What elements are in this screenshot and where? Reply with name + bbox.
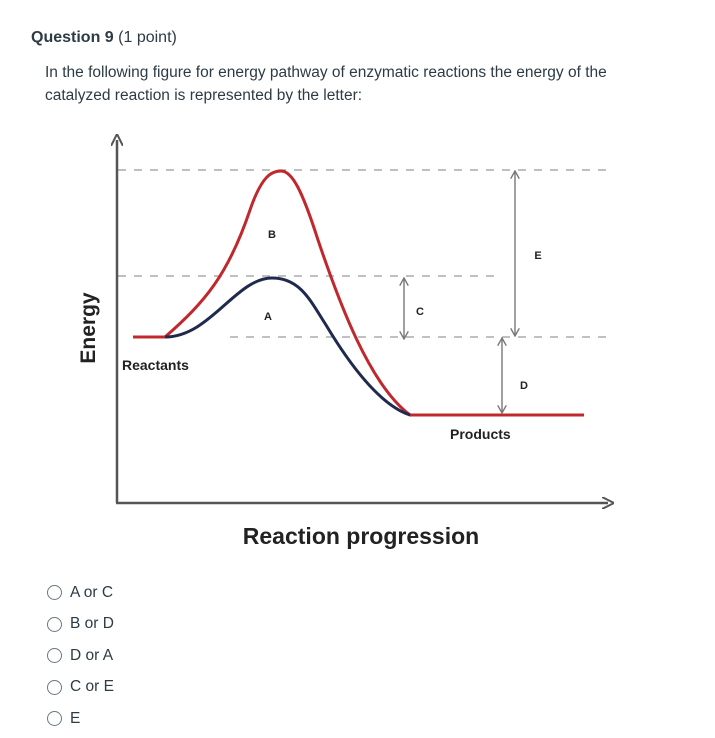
x-axis-label: Reaction progression bbox=[243, 523, 479, 549]
option-label: E bbox=[70, 709, 81, 727]
radio-button[interactable] bbox=[47, 616, 62, 632]
option-label: D or A bbox=[70, 646, 114, 664]
uncatalyzed-curve bbox=[133, 169, 584, 417]
letter-e: E bbox=[534, 250, 541, 262]
y-axis-label: Energy bbox=[77, 292, 100, 364]
option-e[interactable]: E bbox=[47, 703, 114, 735]
question-title: Question 9 bbox=[31, 29, 114, 46]
letter-c: C bbox=[416, 306, 424, 318]
option-a-or-c[interactable]: A or C bbox=[47, 577, 114, 609]
option-label: C or E bbox=[70, 678, 114, 696]
radio-button[interactable] bbox=[47, 585, 62, 601]
question-header: Question 9 (1 point) bbox=[31, 29, 177, 47]
radio-button[interactable] bbox=[47, 648, 62, 664]
catalyzed-curve bbox=[164, 276, 411, 417]
option-label: B or D bbox=[70, 615, 114, 633]
option-c-or-e[interactable]: C or E bbox=[47, 672, 114, 704]
answer-options: A or C B or D D or A C or E E bbox=[47, 577, 114, 735]
energy-diagram: B A C E D Reactants Products Energy Reac… bbox=[77, 0, 715, 549]
radio-button[interactable] bbox=[47, 711, 62, 727]
radio-button[interactable] bbox=[47, 679, 62, 695]
question-text: In the following figure for energy pathw… bbox=[45, 64, 607, 104]
option-d-or-a[interactable]: D or A bbox=[47, 640, 114, 672]
letter-b: B bbox=[268, 229, 276, 241]
option-label: A or C bbox=[70, 583, 114, 601]
reactants-label: Reactants bbox=[122, 357, 189, 373]
letter-a: A bbox=[264, 311, 272, 323]
question-points: (1 point) bbox=[118, 29, 177, 46]
letter-d: D bbox=[520, 380, 528, 392]
option-b-or-d[interactable]: B or D bbox=[47, 609, 114, 641]
products-label: Products bbox=[450, 426, 511, 442]
